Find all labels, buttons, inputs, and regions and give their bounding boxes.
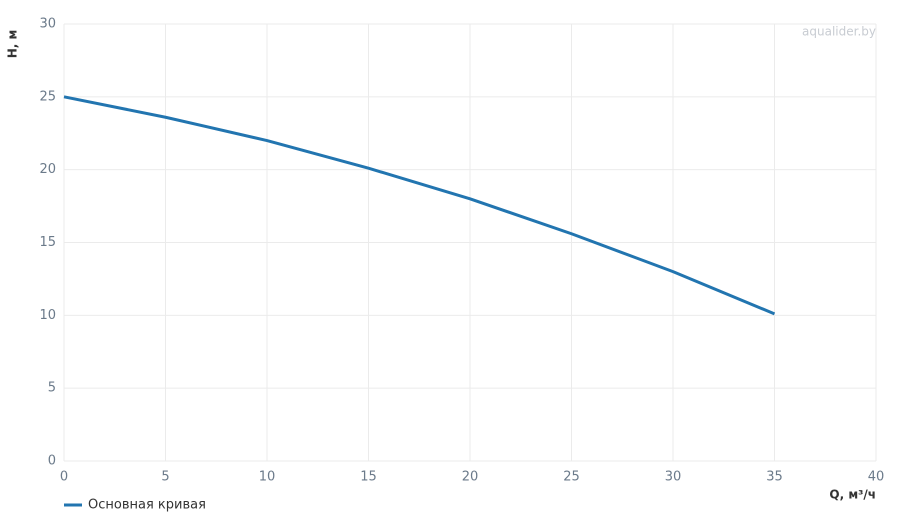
- x-tick-label: 15: [360, 470, 377, 485]
- x-tick-label: 25: [563, 470, 580, 485]
- y-axis-title: H, м: [6, 30, 20, 59]
- y-tick-label: 10: [39, 308, 56, 323]
- x-tick-label: 5: [161, 470, 169, 485]
- y-tick-label: 25: [39, 89, 56, 104]
- y-tick-label: 15: [39, 235, 56, 250]
- y-tick-label: 20: [39, 162, 56, 177]
- x-tick-label: 20: [462, 470, 479, 485]
- x-tick-label: 35: [766, 470, 783, 485]
- y-tick-label: 5: [48, 381, 56, 396]
- y-tick-label: 0: [48, 454, 56, 469]
- x-tick-label: 0: [60, 470, 68, 485]
- line-series: [63, 95, 776, 316]
- y-tick-label: 30: [39, 17, 56, 32]
- x-tick-label: 10: [259, 470, 276, 485]
- legend-label: Основная кривая: [88, 498, 206, 513]
- x-tick-label: 30: [665, 470, 682, 485]
- x-axis-title: Q, м³/ч: [829, 488, 876, 502]
- watermark: aqualider.by: [802, 25, 876, 39]
- x-tick-label: 40: [868, 470, 885, 485]
